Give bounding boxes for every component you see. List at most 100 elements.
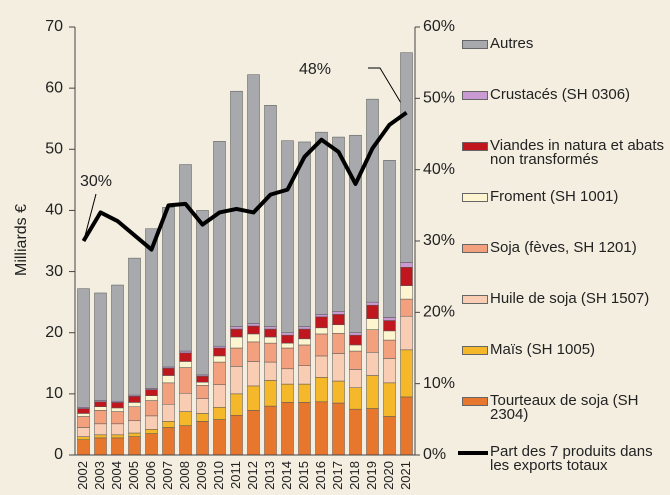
bar-segment (281, 402, 294, 456)
legend-label: Viandes in natura et abats non transform… (490, 137, 665, 168)
bar-segment (366, 375, 379, 409)
bar-segment (196, 385, 209, 399)
bar-segment (332, 402, 345, 456)
legend-label: Part des 7 produits dans les exports tot… (490, 443, 653, 474)
y2-tick-label: 30% (423, 232, 455, 249)
bar-segment (349, 369, 362, 388)
bar-segment (298, 338, 311, 346)
bar-segment (400, 285, 413, 300)
bar-segment (111, 284, 124, 402)
y2-tick-label: 40% (423, 161, 455, 178)
bar-segment (383, 320, 396, 332)
bar-segment (383, 160, 396, 318)
bar-segment (366, 318, 379, 330)
x-tick-label: 2006 (143, 461, 158, 490)
bar-segment (77, 413, 90, 417)
bar-segment (162, 404, 175, 422)
bar-segment (162, 207, 175, 368)
annotation: 30% (80, 173, 112, 190)
x-tick-label: 2004 (109, 461, 124, 490)
x-tick-label: 2010 (211, 461, 226, 490)
bar-segment (162, 382, 175, 405)
legend-swatch (462, 142, 488, 151)
bar-segment (298, 383, 311, 403)
bar-segment (298, 328, 311, 340)
bar-segment (77, 416, 90, 428)
bar-segment (349, 134, 362, 333)
bar-segment (196, 413, 209, 422)
bar-segment (179, 392, 192, 412)
bar-segment (213, 361, 226, 385)
annotation: 48% (299, 61, 331, 78)
x-tick-label: 2015 (296, 461, 311, 490)
legend-swatch (462, 91, 488, 100)
bar-segment (230, 393, 243, 416)
bar-segment (230, 326, 243, 330)
bar-segment (94, 410, 107, 425)
x-tick-label: 2020 (381, 461, 396, 490)
bar-segment (162, 367, 175, 376)
bar-segment (145, 429, 158, 434)
bar-segment (196, 381, 209, 386)
y-tick-label: 10 (45, 385, 63, 402)
bar-segment (383, 382, 396, 417)
bar-segment (366, 304, 379, 319)
x-tick-label: 2012 (245, 461, 260, 490)
bar-segment (281, 332, 294, 336)
x-tick-label: 2005 (126, 461, 141, 490)
y-tick-label: 70 (45, 18, 63, 35)
bar-segment (366, 98, 379, 303)
bar-segment (77, 408, 90, 414)
bar-segment (298, 402, 311, 456)
bar-segment (230, 336, 243, 349)
bar-segment (264, 105, 277, 327)
bar-segment (179, 425, 192, 456)
legend-swatch (462, 397, 488, 406)
bar-segment (349, 387, 362, 410)
bar-segment (281, 342, 294, 349)
y2-tick-label: 10% (423, 375, 455, 392)
bar-segment (77, 436, 90, 440)
bar-segment (332, 311, 345, 315)
legend-label: Tourteaux de soja (SH 2304) (490, 392, 639, 423)
legend-label: Maïs (SH 1005) (490, 341, 596, 358)
bar-segment (111, 423, 124, 436)
bar-segment (247, 333, 260, 343)
bar-segment (128, 402, 141, 407)
x-tick-label: 2017 (330, 461, 345, 490)
bar-segment (94, 406, 107, 411)
bar-segment (264, 342, 277, 363)
legend-swatch (458, 451, 488, 455)
bar-segment (145, 400, 158, 417)
bar-segment (230, 347, 243, 367)
legend-label: Soja (fèves, SH 1201) (490, 239, 637, 256)
bar-segment (213, 407, 226, 420)
bar-segment (281, 347, 294, 370)
bar-segment (332, 314, 345, 326)
bar-segment (349, 344, 362, 352)
bar-segment (179, 361, 192, 368)
bar-segment (128, 436, 141, 456)
y-tick-label: 50 (45, 141, 63, 158)
x-tick-label: 2007 (160, 461, 175, 490)
bar-segment (264, 361, 277, 381)
bar-segment (247, 341, 260, 362)
x-tick-label: 2013 (262, 461, 277, 490)
bar-segment (128, 257, 141, 396)
bar-segment (94, 401, 107, 407)
bar-segment (400, 267, 413, 286)
y2-tick-label: 20% (423, 304, 455, 321)
legend-label: Froment (SH 1001) (490, 188, 619, 205)
bar-segment (315, 314, 328, 318)
bar-segment (77, 288, 90, 408)
bar-segment (315, 355, 328, 378)
bar-segment (196, 398, 209, 414)
bar-segment (247, 361, 260, 387)
bar-segment (400, 262, 413, 268)
bar-segment (298, 344, 311, 366)
bar-segment (247, 74, 260, 324)
bar-segment (94, 437, 107, 456)
y-tick-label: 20 (45, 324, 63, 341)
x-tick-label: 2014 (279, 461, 294, 490)
